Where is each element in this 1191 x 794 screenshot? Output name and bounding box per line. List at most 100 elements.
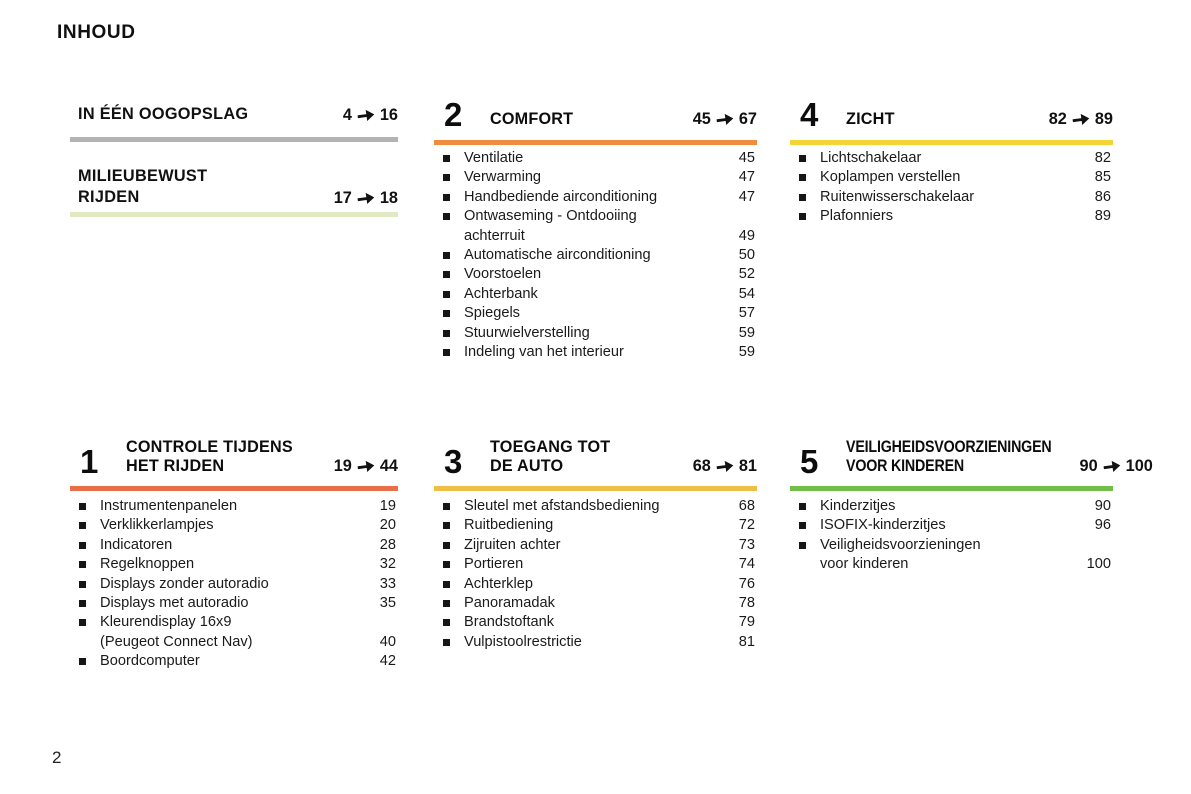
toc-item-label-line: Stuurwielverstelling [464,324,590,341]
toc-item-label: Displays zonder autoradio [100,575,396,594]
toc-item-page: 81 [738,633,755,650]
section-color-bar [790,486,1113,491]
bullet-square-icon [799,213,806,221]
toc-item-page: 57 [738,305,755,322]
toc-item-label: Spiegels [464,304,755,323]
section-color-bar [70,486,398,491]
toc-item-page: 82 [1094,150,1111,166]
toc-item-label-line: Panoramadak [464,595,555,612]
quick-section-eco-driving: MILIEUBEWUST RIJDEN 17 18 [70,166,398,217]
range-from: 4 [342,106,352,124]
toc-item: Ruitbediening 72 [434,516,757,535]
bullet-square-icon [443,503,450,510]
toc-item-label: Veiligheidsvoorzieningen voor kinderen [820,536,1111,575]
toc-item-page: 68 [738,498,755,514]
section-title-line: VOOR KINDEREN [846,457,965,475]
arrow-right-icon [716,113,734,125]
toc-item-list: Ventilatie 45 Verwarming 47 Handbediende air… [434,149,757,362]
toc-item: Regelknoppen 32 [70,555,398,574]
toc-item-label-line: Verklikkerlampjes [100,517,214,534]
toc-item-label-line: voor kinderen [820,556,909,573]
toc-item: Portieren 74 [434,555,757,574]
bullet-square-icon [443,252,450,260]
quick-section-header: MILIEUBEWUST RIJDEN 17 18 [70,166,398,208]
toc-item-label-line: Brandstoftank [464,614,555,631]
toc-item-label-line: Sleutel met afstandsbediening [464,498,660,514]
toc-item-label: Panoramadak [464,594,755,613]
toc-item-page: 52 [738,266,755,283]
section-header: 1 CONTROLE TIJDENS HET RIJDEN 19 44 [70,428,398,479]
toc-item-label-line: (Peugeot Connect Nav) [100,633,253,650]
toc-item: Veiligheidsvoorzieningen voor kinderen 100 [790,536,1113,575]
bullet-square-icon [79,561,86,569]
section-color-bar [434,140,757,145]
toc-item-label: Ruitenwisserschakelaar [820,188,1111,207]
quick-sections-column: IN ÉÉN OOGOPSLAG 4 16 MILIEUBEWUST RIJDEN 17… [70,94,398,217]
toc-item-label-line: Displays met autoradio [100,595,249,612]
toc-item-label: Voorstoelen [464,265,755,284]
page-range: 68 81 [693,457,757,479]
quick-section-title-line: MILIEUBEWUST [78,167,208,185]
toc-item-label: Automatische airconditioning [464,246,755,265]
toc-item: Displays met autoradio 35 [70,594,398,613]
toc-item: Voorstoelen 52 [434,265,757,284]
range-from: 19 [333,457,352,475]
page-range: 17 18 [334,189,398,208]
toc-item: Kinderzitjes 90 [790,497,1113,516]
bullet-square-icon [79,580,86,588]
section-title-line: TOEGANG TOT [490,438,611,456]
toc-item-page: 73 [738,536,755,553]
bullet-square-icon [799,503,806,510]
toc-item-page: 59 [738,344,755,361]
toc-item-page: 89 [1094,208,1111,225]
toc-item-label: Achterbank [464,285,755,304]
bullet-square-icon [443,290,450,298]
bullet-square-icon [443,174,450,182]
toc-item-label-line: Regelknoppen [100,556,195,573]
section-zicht: 4 ZICHT 82 89 Lichtschakelaar 82 Koplampen ver… [790,94,1113,227]
toc-item-page: 40 [379,633,396,650]
toc-item-page: 35 [379,595,396,612]
range-to: 44 [379,457,398,475]
section-veiligheidsvoorzieningen: 5 VEILIGHEIDSVOORZIENINGEN VOOR KINDEREN 90… [790,428,1153,575]
toc-item: Plafonniers 89 [790,207,1113,226]
toc-item-page: 85 [1094,169,1111,186]
toc-item: Verwarming 47 [434,168,757,187]
toc-item-label: Handbediende airconditioning [464,188,755,207]
page-range: 90 100 [1080,457,1153,479]
toc-item-label-line: Boordcomputer [100,653,200,670]
arrow-right-icon [357,192,375,204]
toc-item-label: Ventilatie [464,149,755,168]
page-range: 82 89 [1049,110,1113,132]
toc-item-page: 90 [1094,498,1111,514]
toc-item: Ontwaseming - Ontdooiing achterruit 49 [434,207,757,246]
section-title: COMFORT [490,110,693,132]
bullet-square-icon [79,503,86,510]
toc-item: Boordcomputer 42 [70,652,398,671]
toc-item-label-line: ISOFIX-kinderzitjes [820,517,946,534]
toc-item-page: 79 [738,614,755,631]
toc-item-page: 49 [738,227,755,244]
toc-item: Zijruiten achter 73 [434,536,757,555]
toc-item-label-line: Voorstoelen [464,266,542,283]
toc-item-page: 28 [379,536,396,553]
toc-item-label-line: Veiligheidsvoorzieningen [820,536,981,553]
bullet-square-icon [443,329,450,337]
toc-item: Verklikkerlampjes 20 [70,516,398,535]
bullet-square-icon [443,522,450,530]
toc-item-label: Kinderzitjes [820,497,1111,516]
bullet-square-icon [443,349,450,357]
toc-item-label: Boordcomputer [100,652,396,671]
toc-item: Automatische airconditioning 50 [434,246,757,265]
section-color-bar [70,212,398,217]
bullet-square-icon [799,174,806,182]
toc-item-label: Vulpistoolrestrictie [464,633,755,652]
bullet-square-icon [443,619,450,627]
toc-item-label-line: Plafonniers [820,208,894,225]
toc-item-label: Regelknoppen [100,555,396,574]
section-title-line: HET RIJDEN [126,457,225,475]
quick-section-title: IN ÉÉN OOGOPSLAG [78,104,343,125]
toc-item-label-line: Zijruiten achter [464,536,561,553]
section-title-line: ZICHT [846,110,895,128]
page-range: 4 16 [343,106,398,125]
